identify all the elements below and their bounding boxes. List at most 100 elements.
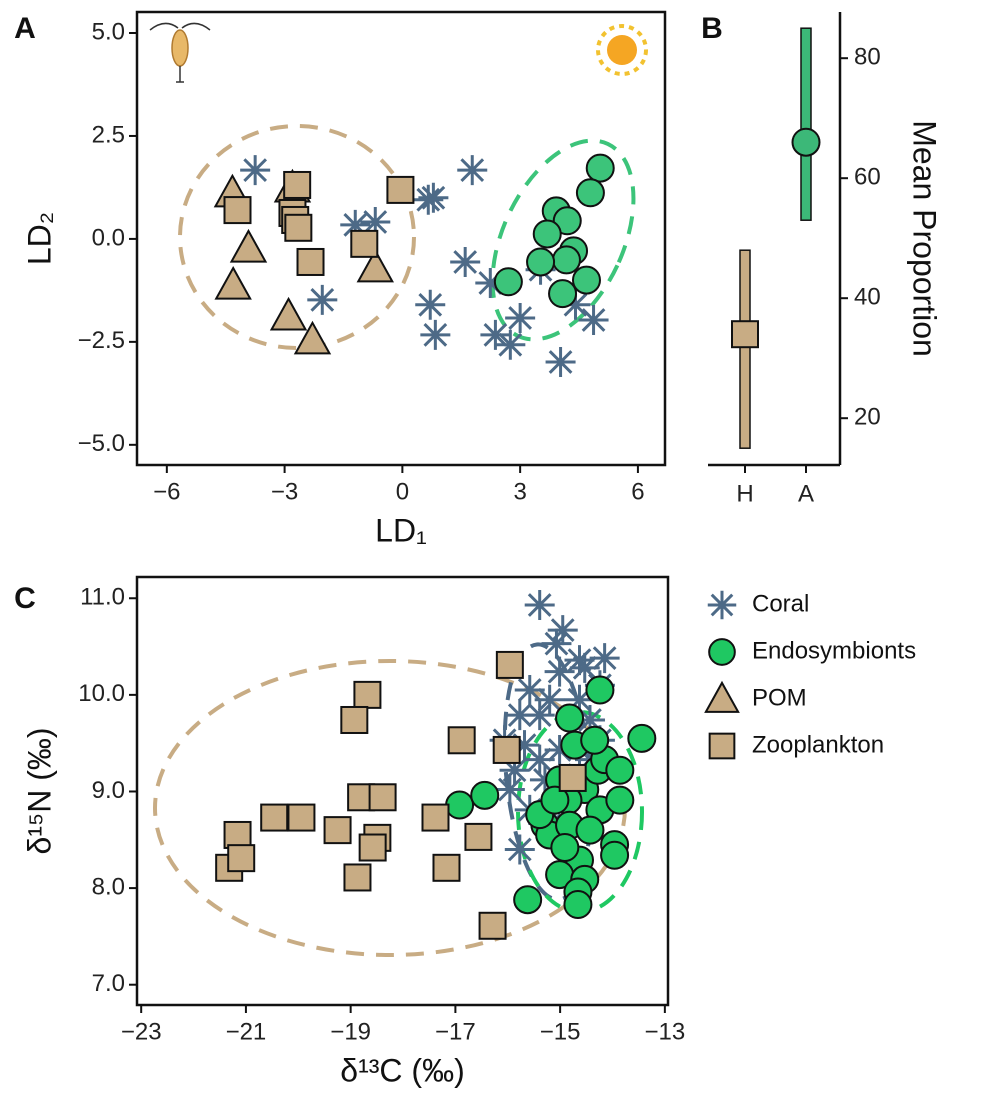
square-point (464, 822, 493, 851)
y-tick-label: 40 (854, 284, 881, 311)
circle-point (575, 178, 605, 208)
x-tick-label: −19 (330, 1018, 371, 1045)
asterisk-point (529, 764, 560, 795)
x-tick-label: 0 (396, 478, 409, 505)
circle-point (445, 790, 475, 820)
square-point (343, 863, 372, 892)
x-tick-label: −21 (226, 1018, 267, 1045)
square-point (432, 853, 461, 882)
x-tick-label: −17 (435, 1018, 476, 1045)
x-tick-label: −6 (153, 478, 180, 505)
copepod-icon (149, 22, 211, 83)
y-tick-label: 20 (854, 404, 881, 431)
square-point (260, 803, 289, 832)
panel-label: B (701, 12, 723, 45)
square-point (323, 816, 352, 845)
circle-point (526, 247, 556, 277)
circle-point (555, 703, 585, 733)
asterisk-point (524, 744, 555, 775)
asterisk-point (360, 207, 391, 238)
asterisk-point (560, 289, 591, 320)
asterisk-point (418, 182, 449, 213)
circle-point (585, 153, 615, 183)
y-tick-label: 9.0 (92, 777, 125, 804)
asterisk-point (415, 289, 446, 320)
legend-label: Endosymbionts (752, 637, 916, 664)
triangle-point (229, 228, 268, 263)
asterisk-point (564, 645, 595, 676)
circle-point (600, 840, 630, 870)
x-tick-label: −23 (121, 1018, 162, 1045)
square-point (340, 705, 369, 734)
sun-icon (596, 24, 648, 76)
square-point (223, 196, 252, 225)
asterisk-point (413, 184, 444, 215)
circle-point (548, 279, 578, 309)
range-bar (800, 27, 812, 221)
circle-point (708, 638, 736, 666)
square-point (495, 650, 524, 679)
square-point (558, 763, 587, 792)
circle-point (513, 885, 543, 915)
x-tick-label: 6 (631, 478, 644, 505)
circle-point (580, 725, 610, 755)
asterisk-point (307, 284, 338, 315)
square-point (283, 170, 312, 199)
x-tick-label: A (798, 480, 814, 507)
square-point (731, 320, 759, 349)
x-axis-title: δ¹³C (‰) (340, 1052, 464, 1088)
asterisk-point (541, 628, 572, 659)
x-tick-label: −3 (271, 478, 298, 505)
asterisk-point (505, 302, 536, 333)
confidence-ellipse (490, 138, 636, 342)
y-tick-label: 2.5 (92, 121, 125, 148)
x-tick-label: −15 (540, 1018, 581, 1045)
circle-point (493, 267, 523, 297)
square-point (358, 833, 387, 862)
y-tick-label: 80 (854, 44, 881, 71)
range-bar (739, 249, 751, 449)
circle-point (540, 785, 570, 815)
square-point (421, 803, 450, 832)
y-tick-label: 60 (854, 164, 881, 191)
square-point (223, 820, 252, 849)
asterisk-point (499, 755, 530, 786)
square-point (353, 680, 382, 709)
asterisk-point (524, 700, 555, 731)
square-point (708, 732, 736, 760)
x-tick-label: −13 (644, 1018, 685, 1045)
y-tick-label: 0.0 (92, 224, 125, 251)
triangle-point (704, 680, 740, 713)
circle-point (563, 890, 593, 920)
x-axis-title: LD₁ (375, 512, 427, 548)
asterisk-point (494, 774, 525, 805)
asterisk-point (524, 590, 555, 621)
asterisk-point (589, 643, 620, 674)
asterisk-point (544, 656, 575, 687)
square-point (296, 247, 325, 276)
y-axis-title: δ¹⁵N (‰) (21, 727, 57, 854)
y-tick-label: 5.0 (92, 18, 125, 45)
asterisk-point (240, 155, 271, 186)
circle-point (627, 723, 657, 753)
circle-point (550, 833, 580, 863)
y-tick-label: 7.0 (92, 970, 125, 997)
square-point (287, 803, 316, 832)
asterisk-point (569, 652, 600, 683)
circle-point (532, 219, 562, 249)
confidence-ellipse (178, 124, 416, 350)
triangle-point (293, 320, 332, 355)
plot-frame (135, 10, 667, 467)
y-tick-label: 10.0 (78, 680, 125, 707)
x-tick-label: 3 (513, 478, 526, 505)
square-point (350, 229, 379, 258)
y-axis-title: LD₂ (21, 212, 57, 265)
circle-point (605, 785, 635, 815)
y-tick-label: −5.0 (78, 430, 125, 457)
triangle-point (356, 248, 394, 283)
asterisk-point (547, 615, 578, 646)
circle-point (571, 265, 601, 295)
asterisk-point (514, 675, 545, 706)
circle-point (575, 815, 605, 845)
asterisk-point (534, 684, 565, 715)
